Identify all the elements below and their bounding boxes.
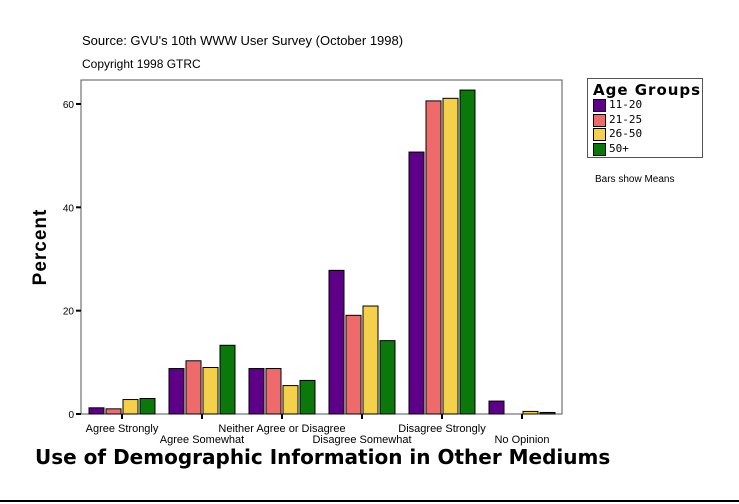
bar-11-20-1 [168, 368, 185, 415]
bar-26-50-4 [442, 97, 459, 415]
bar-21-25-1 [185, 360, 202, 415]
bar-26-50-3 [362, 305, 379, 415]
bar-11-20-3 [328, 269, 345, 415]
y-tick-label: 60 [63, 100, 75, 111]
x-tick-label: Disagree Somewhat [312, 434, 411, 446]
legend-label: 50+ [609, 141, 629, 155]
bar-21-25-2 [265, 368, 282, 415]
x-tick-label: Agree Strongly [86, 423, 159, 435]
bar-50+-2 [299, 379, 316, 415]
x-tick-label: No Opinion [494, 434, 549, 446]
bar-21-25-4 [425, 100, 442, 415]
note-text: Bars show Means [595, 174, 675, 185]
y-axis-label: Percent [30, 208, 51, 286]
legend-label: 11-20 [609, 98, 643, 111]
legend-label: 21-25 [609, 112, 643, 126]
legend: Age Groups 11-20 21-25 26-50 50+ [587, 78, 703, 158]
bar-21-25-0 [105, 408, 122, 415]
bar-11-20-2 [248, 368, 265, 415]
bar-50+-3 [379, 340, 396, 415]
x-tick-label: Neither Agree or Disagree [218, 423, 345, 435]
legend-swatch [593, 113, 606, 127]
bar-26-50-1 [202, 367, 219, 415]
source-text: Source: GVU's 10th WWW User Survey (Octo… [82, 33, 404, 48]
bar-50+-1 [219, 344, 236, 415]
bar-50+-4 [459, 89, 476, 415]
bar-11-20-5 [488, 400, 505, 415]
legend-swatch [593, 142, 606, 156]
legend-label: 26-50 [609, 127, 643, 140]
legend-swatch [593, 128, 606, 141]
chart-title: Use of Demographic Information in Other … [35, 445, 611, 469]
y-tick-label: 0 [68, 410, 74, 421]
legend-swatch [593, 99, 606, 112]
y-tick-label: 20 [63, 307, 75, 318]
bar-26-50-5 [522, 410, 539, 415]
legend-title: Age Groups [593, 81, 702, 99]
bar-26-50-0 [122, 399, 139, 415]
bar-11-20-4 [408, 151, 425, 415]
x-tick-label: Agree Somewhat [160, 434, 244, 446]
bar-26-50-2 [282, 385, 299, 415]
divider [0, 500, 739, 502]
copyright-text: Copyright 1998 GTRC [82, 57, 201, 71]
plot-area [80, 79, 563, 415]
bar-50+-0 [139, 398, 156, 415]
bar-50+-5 [539, 411, 556, 415]
bar-21-25-3 [345, 314, 362, 415]
x-tick-label: Disagree Strongly [398, 423, 486, 435]
bar-11-20-0 [88, 407, 105, 415]
y-tick-label: 40 [63, 203, 75, 214]
